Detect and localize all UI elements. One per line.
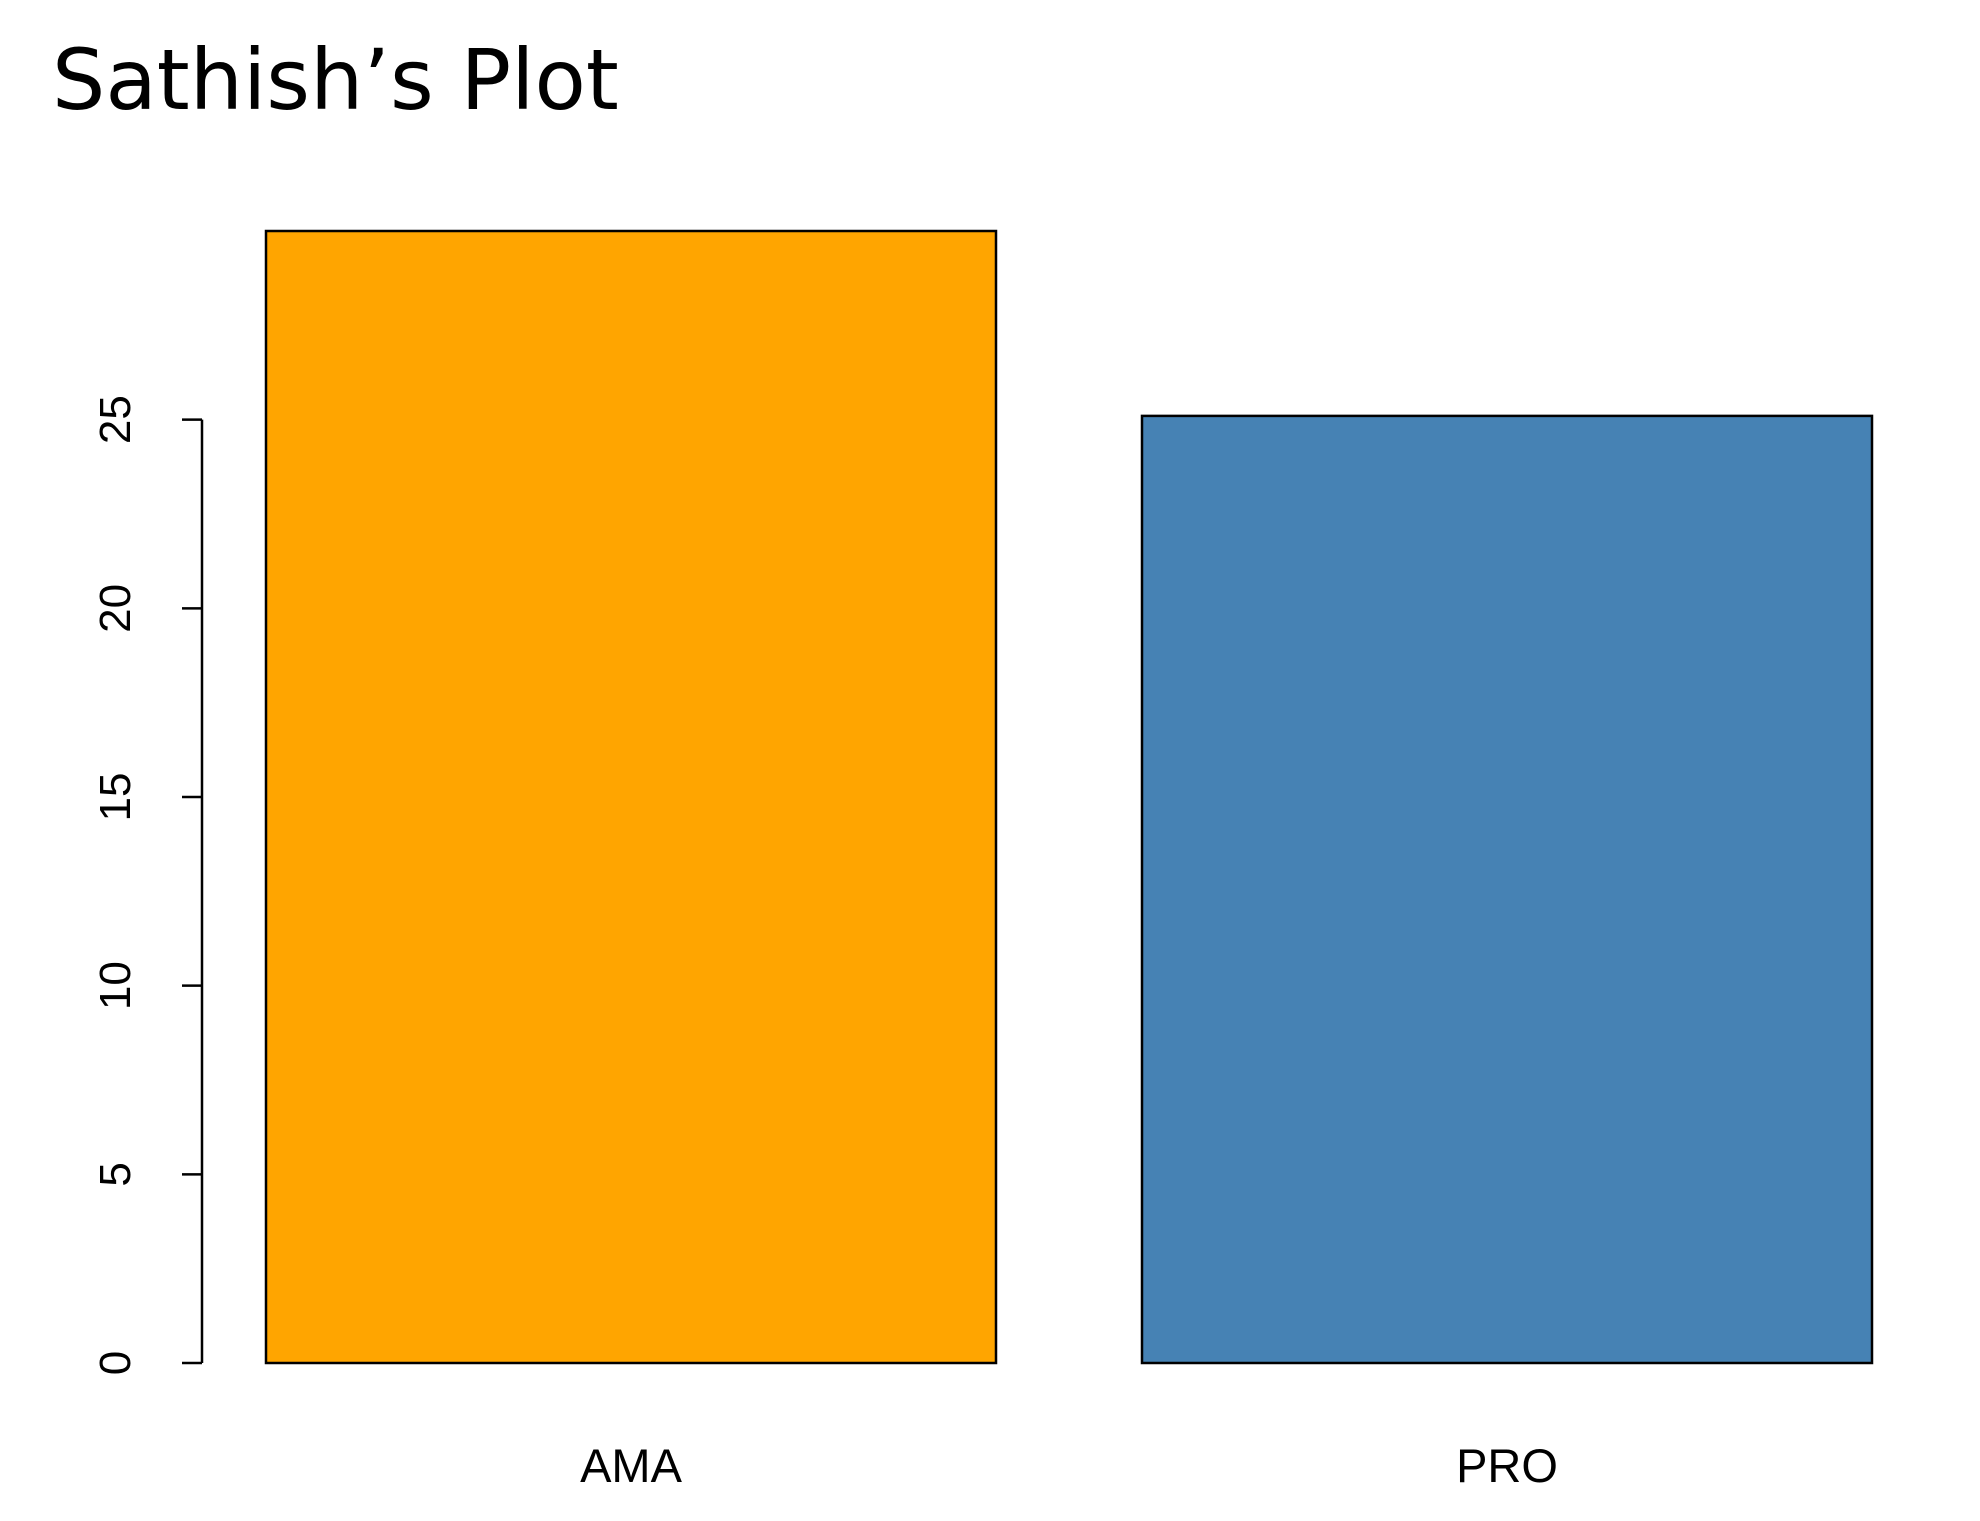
bar-ama: [264, 229, 998, 1365]
y-tick-label: 0: [91, 1351, 140, 1375]
y-tick-label: 10: [91, 961, 140, 1010]
x-category-label: AMA: [580, 1439, 683, 1492]
x-category-label: PRO: [1456, 1439, 1558, 1492]
chart-title: Sathish’s Plot: [52, 31, 619, 129]
x-axis-labels: AMA PRO: [580, 1439, 1558, 1492]
y-tick-label: 5: [91, 1162, 140, 1186]
y-tick-label: 15: [91, 773, 140, 822]
y-tick-label: 25: [91, 395, 140, 444]
y-tick-label: 20: [91, 584, 140, 633]
bars-group: [264, 229, 1874, 1365]
y-axis: 0 5 10 15 20 25: [91, 395, 204, 1375]
bar-pro: [1140, 414, 1874, 1365]
